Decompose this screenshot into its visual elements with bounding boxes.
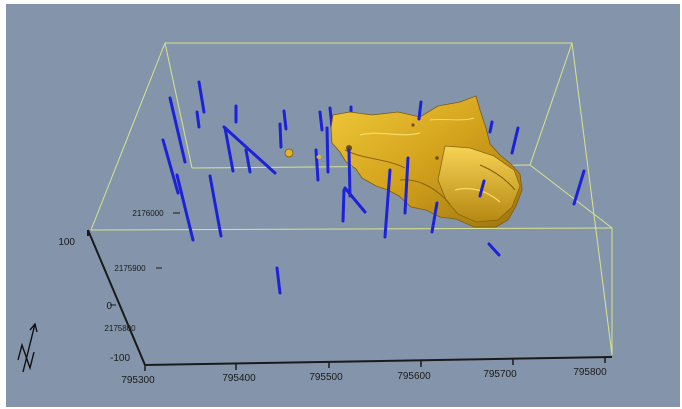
bbox-front-top-edge <box>90 227 613 231</box>
x-tick-label: 795300 <box>121 375 155 386</box>
drillhole <box>223 126 235 173</box>
x-axis-ticks <box>144 357 606 371</box>
orebody-pit <box>411 123 415 127</box>
y-tick-label: 2176000 <box>132 209 164 218</box>
y-tick-label: 2175900 <box>114 264 146 273</box>
drillhole <box>195 110 201 129</box>
drillhole <box>168 96 187 164</box>
x-tick-label: 795400 <box>222 373 256 384</box>
drillhole <box>282 109 288 131</box>
bbox-back-left-vertical <box>164 42 193 169</box>
drillhole <box>510 126 520 155</box>
drillhole <box>487 242 501 257</box>
drillhole <box>208 174 223 238</box>
drillhole <box>343 186 367 214</box>
orebody-highlight <box>359 132 421 136</box>
bbox-left-top-edge <box>90 42 166 231</box>
drillhole <box>175 173 195 242</box>
orebody-ridge <box>344 149 406 169</box>
x-tick-label: 795800 <box>573 367 607 378</box>
z-axis-line <box>87 229 146 366</box>
x-tick-label: 795500 <box>309 372 343 383</box>
z-tick-label: 100 <box>58 237 75 248</box>
orebody-fragment <box>316 155 322 159</box>
drillhole <box>383 168 392 239</box>
drillholes-front <box>175 100 586 295</box>
drillhole <box>197 80 206 114</box>
axes-frame <box>87 229 613 366</box>
drillhole <box>478 179 486 198</box>
drillhole <box>417 100 423 121</box>
orebody-fragment <box>284 148 294 158</box>
z-tick-label: -100 <box>110 353 130 364</box>
north-arrow-icon <box>17 322 38 373</box>
orebody-highlight <box>454 187 501 203</box>
drillholes-back <box>161 80 353 195</box>
x-tick-label: 795700 <box>483 369 517 380</box>
orebody-ridge <box>479 164 516 191</box>
bbox-right-top-edge <box>529 164 613 229</box>
drillhole <box>430 201 439 234</box>
drillhole <box>278 122 283 149</box>
x-axis-line <box>144 356 613 366</box>
orebody-ridge <box>399 179 451 205</box>
y-tick-label: 2175800 <box>104 324 136 333</box>
drillhole <box>318 110 324 132</box>
orebody-highlight <box>429 117 475 121</box>
drillhole <box>325 126 330 174</box>
drillhole <box>244 148 252 174</box>
drillhole <box>488 120 494 134</box>
x-tick-label: 795600 <box>397 371 431 382</box>
orebody-solid[interactable] <box>284 95 523 228</box>
drillhole <box>222 125 277 175</box>
orebody-lobe <box>437 145 521 223</box>
drillhole <box>275 266 282 295</box>
drillhole <box>314 148 320 182</box>
orebody-pit <box>435 156 439 160</box>
bbox-right-back-vertical <box>529 42 573 166</box>
drillhole <box>341 188 346 223</box>
orebody-pit <box>346 145 352 151</box>
drillhole <box>161 138 180 195</box>
drillhole <box>347 148 352 198</box>
drillhole <box>403 156 410 215</box>
z-tick-label: 0 <box>106 301 112 312</box>
drillhole <box>572 169 586 206</box>
